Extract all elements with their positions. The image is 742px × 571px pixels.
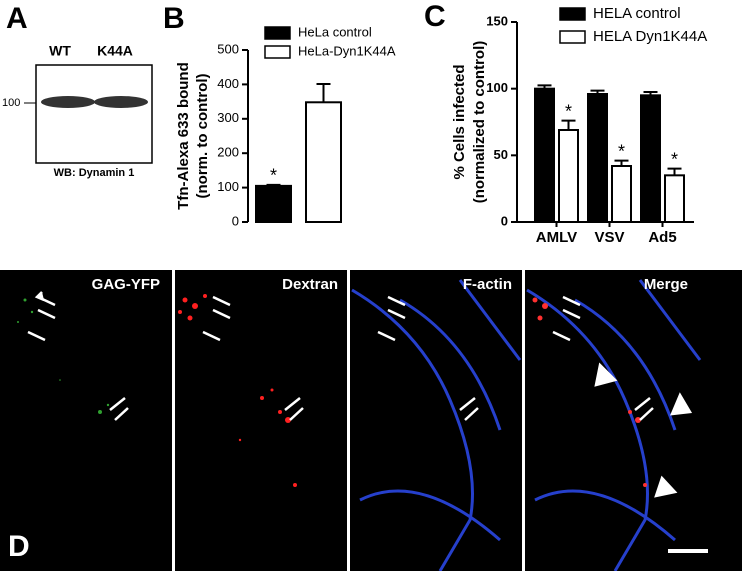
image-label: Merge — [644, 276, 688, 293]
blot-band — [94, 96, 148, 108]
legend-label: HeLa control — [298, 24, 372, 39]
blot-frame — [35, 64, 153, 164]
micrographs: GAG-YFP Dextran F-actin Merge D — [0, 268, 742, 571]
image — [350, 270, 522, 571]
legend-swatch — [559, 7, 586, 21]
y-tick-label: 300 — [217, 110, 239, 125]
panel-label: D — [8, 530, 30, 563]
error-bar — [316, 83, 331, 103]
significance: * — [270, 166, 277, 186]
panel-label: C — [424, 0, 446, 33]
legend-swatch — [264, 26, 291, 40]
image — [0, 270, 172, 571]
significance: * — [565, 101, 572, 121]
legend-label: HELA Dyn1K44A — [593, 28, 707, 45]
y-tick-label: 0 — [232, 213, 239, 228]
error-bar — [266, 183, 281, 186]
x-tick-label: VSV — [594, 229, 624, 246]
significance: * — [618, 141, 625, 161]
arrows — [27, 291, 708, 553]
lane-label: WT — [49, 43, 71, 59]
y-tick-label: 0 — [501, 213, 508, 228]
error-bar — [561, 119, 576, 130]
bar — [534, 87, 555, 223]
merge-red — [532, 297, 647, 487]
blot-band — [41, 96, 95, 108]
error-bar — [643, 91, 658, 96]
significance: * — [671, 149, 678, 169]
blot-caption: WB: Dynamin 1 — [54, 167, 135, 179]
image-label: GAG-YFP — [92, 276, 160, 293]
legend-label: HELA control — [593, 5, 681, 22]
bar — [558, 129, 579, 223]
y-tick-label: 100 — [486, 80, 508, 95]
y-axis-label: (norm. to control) — [194, 74, 211, 199]
y-tick-label: 100 — [217, 179, 239, 194]
red-signal — [178, 294, 297, 487]
legend-swatch — [559, 30, 586, 44]
image-label: F-actin — [463, 276, 512, 293]
legend-swatch — [264, 45, 291, 59]
error-bar — [590, 89, 605, 94]
bar — [640, 94, 661, 223]
bar — [664, 174, 685, 223]
error-bar — [537, 84, 552, 89]
lane-label: K44A — [97, 43, 133, 59]
y-tick-label: 50 — [494, 147, 508, 162]
y-axis-label: (normalized to control) — [471, 41, 488, 204]
y-tick-label: 150 — [486, 13, 508, 28]
y-tick-label: 400 — [217, 76, 239, 91]
panel-label: A — [6, 2, 28, 35]
x-tick-label: AMLV — [536, 229, 577, 246]
bar — [611, 165, 632, 223]
marker-label: 100 — [2, 97, 20, 109]
image-label: Dextran — [282, 276, 338, 293]
y-tick-label: 200 — [217, 145, 239, 160]
blue-signal — [351, 279, 702, 571]
green-signal — [17, 298, 110, 414]
bar — [587, 93, 608, 223]
error-bar — [614, 159, 629, 166]
legend-label: HeLa-Dyn1K44A — [298, 43, 396, 58]
bar — [305, 101, 342, 223]
panel-label: B — [163, 2, 185, 35]
bar — [255, 184, 292, 224]
error-bar — [667, 167, 682, 176]
y-tick-label: 500 — [217, 41, 239, 56]
y-axis-label: Tfn-Alexa 633 bound — [175, 62, 192, 210]
y-axis-label: % Cells infected — [451, 64, 468, 179]
image — [175, 270, 347, 571]
x-tick-label: Ad5 — [648, 229, 676, 246]
